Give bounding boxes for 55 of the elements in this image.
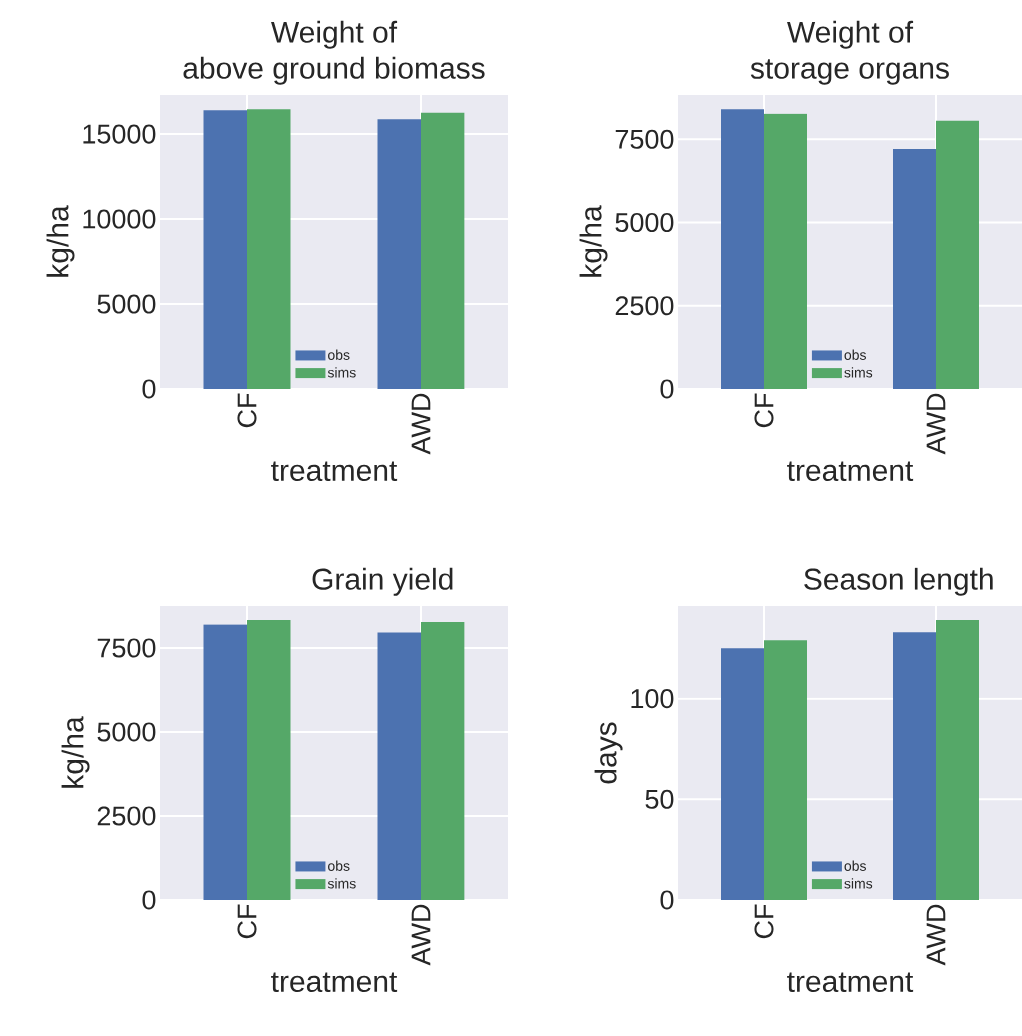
x-axis-title: treatment bbox=[787, 461, 914, 482]
legend-label: obs bbox=[844, 860, 866, 871]
legend-label: sims bbox=[844, 367, 873, 378]
y-tick-label: 0 bbox=[660, 379, 674, 399]
bar bbox=[203, 110, 247, 389]
y-tick-label: 5000 bbox=[615, 212, 674, 233]
y-tick-label: 2500 bbox=[615, 296, 674, 316]
x-tick-label: CF bbox=[237, 904, 257, 939]
y-tick-label: 0 bbox=[142, 890, 156, 910]
bar bbox=[377, 119, 421, 389]
legend-label: sims bbox=[327, 878, 356, 889]
y-tick-label: 2500 bbox=[97, 806, 156, 826]
legend-label: obs bbox=[328, 349, 350, 360]
y-tick-label: 10000 bbox=[83, 209, 156, 229]
bar bbox=[893, 632, 936, 900]
x-tick-label: AWD bbox=[411, 904, 431, 966]
x-tick-label: CF bbox=[754, 393, 774, 428]
y-tick-label: 0 bbox=[660, 890, 674, 910]
x-axis-title: treatment bbox=[271, 461, 398, 482]
chart-title: Season length bbox=[804, 567, 993, 596]
bar bbox=[764, 640, 807, 900]
x-axis-title: treatment bbox=[787, 972, 914, 993]
y-axis-title: kg/ha bbox=[579, 205, 608, 277]
y-tick-label: 5000 bbox=[97, 722, 156, 742]
bar bbox=[764, 113, 807, 389]
y-tick-label: 0 bbox=[142, 379, 156, 399]
bar bbox=[421, 112, 465, 389]
y-tick-label: 100 bbox=[631, 689, 674, 709]
y-axis-title: kg/ha bbox=[46, 205, 75, 277]
bar bbox=[247, 109, 291, 389]
x-tick-label: AWD bbox=[926, 904, 946, 966]
y-tick-label: 15000 bbox=[83, 124, 156, 144]
legend-label: sims bbox=[327, 367, 356, 378]
chart-title: Weight of storage organs bbox=[750, 20, 949, 85]
y-axis-title: kg/ha bbox=[61, 716, 90, 788]
bar bbox=[721, 109, 764, 389]
bar bbox=[893, 148, 936, 389]
y-axis-title: days bbox=[594, 722, 623, 784]
x-tick-label: CF bbox=[754, 904, 774, 939]
x-tick-label: AWD bbox=[926, 393, 946, 455]
bar bbox=[721, 648, 764, 900]
legend-label: sims bbox=[844, 878, 873, 889]
chart-title: Weight of above ground biomass bbox=[183, 20, 485, 85]
y-tick-label: 7500 bbox=[97, 638, 156, 658]
x-tick-label: AWD bbox=[411, 393, 431, 455]
bar bbox=[936, 120, 979, 389]
y-tick-label: 7500 bbox=[615, 129, 674, 149]
legend-label: obs bbox=[844, 349, 866, 360]
chart-title: Grain yield bbox=[312, 567, 453, 596]
x-axis-title: treatment bbox=[271, 972, 398, 993]
bar bbox=[936, 620, 979, 900]
y-tick-label: 50 bbox=[645, 789, 674, 809]
x-tick-label: CF bbox=[237, 393, 257, 428]
y-tick-label: 5000 bbox=[97, 294, 156, 314]
legend-label: obs bbox=[328, 860, 350, 871]
